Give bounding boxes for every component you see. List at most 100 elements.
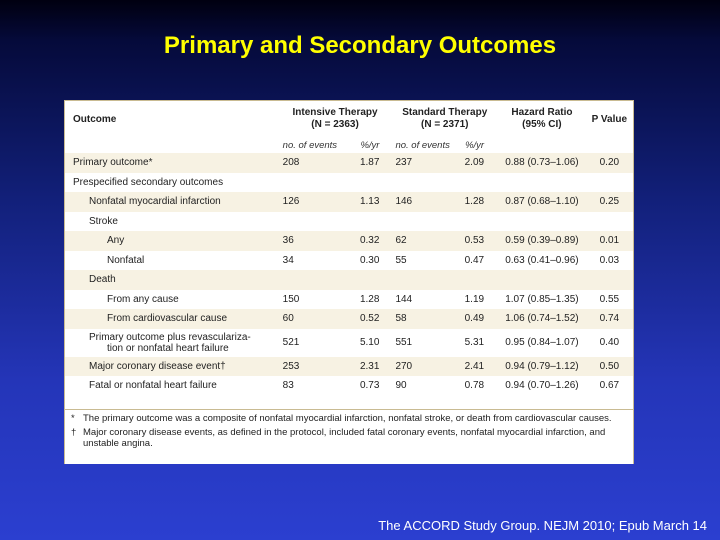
standard-events: 62 <box>395 235 407 247</box>
standard-rate: 2.41 <box>464 360 485 372</box>
intensive-events: 83 <box>282 380 294 392</box>
row-label: Nonfatal myocardial infarction <box>89 196 221 208</box>
intensive-events: 60 <box>282 313 294 325</box>
table-footnotes: * The primary outcome was a composite of… <box>65 409 633 464</box>
row-label: Prespecified secondary outcomes <box>73 176 224 188</box>
slide-title: Primary and Secondary Outcomes <box>163 32 557 59</box>
standard-rate: 0.78 <box>464 380 485 392</box>
subheader-standard-rate: %/yr <box>451 137 499 153</box>
footnote: † Major coronary disease events, as defi… <box>65 427 633 449</box>
hazard-ratio: 0.95 (0.84–1.07) <box>505 337 579 348</box>
standard-events: 270 <box>395 360 413 372</box>
hazard-ratio: 0.94 (0.79–1.12) <box>505 360 579 372</box>
row-label: From cardiovascular cause <box>107 313 228 325</box>
standard-rate: 1.28 <box>464 196 485 208</box>
standard-events: 146 <box>395 196 413 208</box>
hazard-ratio: 0.94 (0.70–1.26) <box>505 380 579 392</box>
hazard-ratio: 1.06 (0.74–1.52) <box>505 313 579 325</box>
row-label: Primary outcome* <box>73 157 153 169</box>
citation: The ACCORD Study Group. NEJM 2010; Epub … <box>378 518 707 533</box>
row-label-line-2: tion or nonfatal heart failure <box>107 342 229 354</box>
header-outcome: Outcome <box>65 101 279 137</box>
intensive-rate: 1.13 <box>359 196 380 208</box>
table-row: From any cause 150 1.28 144 1.19 1.07 (0… <box>65 289 633 309</box>
hazard-ratio: 1.07 (0.85–1.35) <box>505 293 579 305</box>
header-standard-n: (N = 2371) <box>420 119 469 130</box>
p-value: 0.55 <box>599 293 620 305</box>
p-value: 0.25 <box>599 196 620 208</box>
header-intensive-label: Intensive Therapy <box>292 107 378 118</box>
p-value: 0.40 <box>599 337 620 348</box>
standard-events: 144 <box>395 293 413 305</box>
row-label: Death <box>89 274 116 286</box>
intensive-events: 521 <box>282 337 300 348</box>
standard-events: 237 <box>395 157 413 169</box>
header-intensive: Intensive Therapy (N = 2363) <box>278 101 392 137</box>
intensive-rate: 0.73 <box>359 380 380 392</box>
header-intensive-n: (N = 2363) <box>311 119 359 130</box>
intensive-rate: 2.31 <box>359 360 380 372</box>
intensive-rate: 0.52 <box>359 313 380 325</box>
table-row: Nonfatal myocardial infarction 126 1.13 … <box>65 192 633 212</box>
row-label: Nonfatal <box>107 254 145 266</box>
table-subheader-row: no. of events %/yr no. of events %/yr <box>65 137 633 153</box>
intensive-events: 36 <box>282 235 294 247</box>
standard-events: 551 <box>395 337 413 348</box>
table-row: Fatal or nonfatal heart failure 83 0.73 … <box>65 376 633 396</box>
hazard-ratio: 0.88 (0.73–1.06) <box>505 157 579 169</box>
footnote-mark: † <box>71 427 77 438</box>
row-label: Major coronary disease event† <box>89 360 226 372</box>
intensive-rate: 0.30 <box>359 254 380 266</box>
table-row: Major coronary disease event† 253 2.31 2… <box>65 356 633 376</box>
intensive-events: 253 <box>282 360 300 372</box>
header-hr-label: Hazard Ratio <box>511 107 573 118</box>
row-label: Primary outcome plus revasculariza- tion… <box>65 329 279 357</box>
standard-rate: 2.09 <box>464 157 485 169</box>
hazard-ratio: 0.63 (0.41–0.96) <box>505 254 579 266</box>
subheader-standard-events: no. of events <box>391 137 452 153</box>
p-value: 0.03 <box>599 254 620 266</box>
intensive-events: 34 <box>282 254 294 266</box>
table-row: Primary outcome* 208 1.87 237 2.09 0.88 … <box>65 153 633 173</box>
standard-rate: 1.19 <box>464 293 485 305</box>
standard-rate: 0.53 <box>464 235 485 247</box>
intensive-events: 208 <box>282 157 300 169</box>
standard-events: 55 <box>395 254 407 266</box>
intensive-events: 150 <box>282 293 300 305</box>
table-row: Nonfatal 34 0.30 55 0.47 0.63 (0.41–0.96… <box>65 250 633 270</box>
footnote: * The primary outcome was a composite of… <box>65 413 633 424</box>
standard-events: 58 <box>395 313 407 325</box>
header-hazard-ratio: Hazard Ratio (95% CI) <box>498 101 586 137</box>
intensive-rate: 0.32 <box>359 235 380 247</box>
row-label: Stroke <box>89 215 118 227</box>
subheader-intensive-rate: %/yr <box>344 137 392 153</box>
header-p-value: P Value <box>585 101 633 137</box>
intensive-events: 126 <box>282 196 300 208</box>
p-value: 0.50 <box>599 360 620 372</box>
header-standard: Standard Therapy (N = 2371) <box>391 101 499 137</box>
table-header-row: Outcome Intensive Therapy (N = 2363) Sta… <box>65 101 633 137</box>
hazard-ratio: 0.87 (0.68–1.10) <box>505 196 579 208</box>
p-value: 0.74 <box>599 313 620 325</box>
outcomes-table-panel: Outcome Intensive Therapy (N = 2363) Sta… <box>64 100 634 464</box>
row-label: From any cause <box>107 293 179 305</box>
table-row: From cardiovascular cause 60 0.52 58 0.4… <box>65 309 633 329</box>
intensive-rate: 1.87 <box>359 157 380 169</box>
table-row: Any 36 0.32 62 0.53 0.59 (0.39–0.89) 0.0… <box>65 231 633 251</box>
table-row: Stroke <box>65 211 633 231</box>
row-label: Fatal or nonfatal heart failure <box>89 380 217 392</box>
p-value: 0.20 <box>599 157 620 169</box>
footnote-text: Major coronary disease events, as define… <box>83 427 606 449</box>
footnote-text: The primary outcome was a composite of n… <box>83 413 612 424</box>
table-row: Death <box>65 270 633 290</box>
standard-events: 90 <box>395 380 407 392</box>
intensive-rate: 1.28 <box>359 293 380 305</box>
p-value: 0.01 <box>599 235 620 247</box>
footnote-mark: * <box>71 413 75 424</box>
hazard-ratio: 0.59 (0.39–0.89) <box>505 235 579 247</box>
header-hr-ci: (95% CI) <box>522 119 562 130</box>
table-row: Primary outcome plus revasculariza- tion… <box>65 328 633 357</box>
row-label-line-1: Primary outcome plus revasculariza- <box>89 331 251 343</box>
p-value: 0.67 <box>599 380 620 392</box>
header-standard-label: Standard Therapy <box>402 107 488 118</box>
